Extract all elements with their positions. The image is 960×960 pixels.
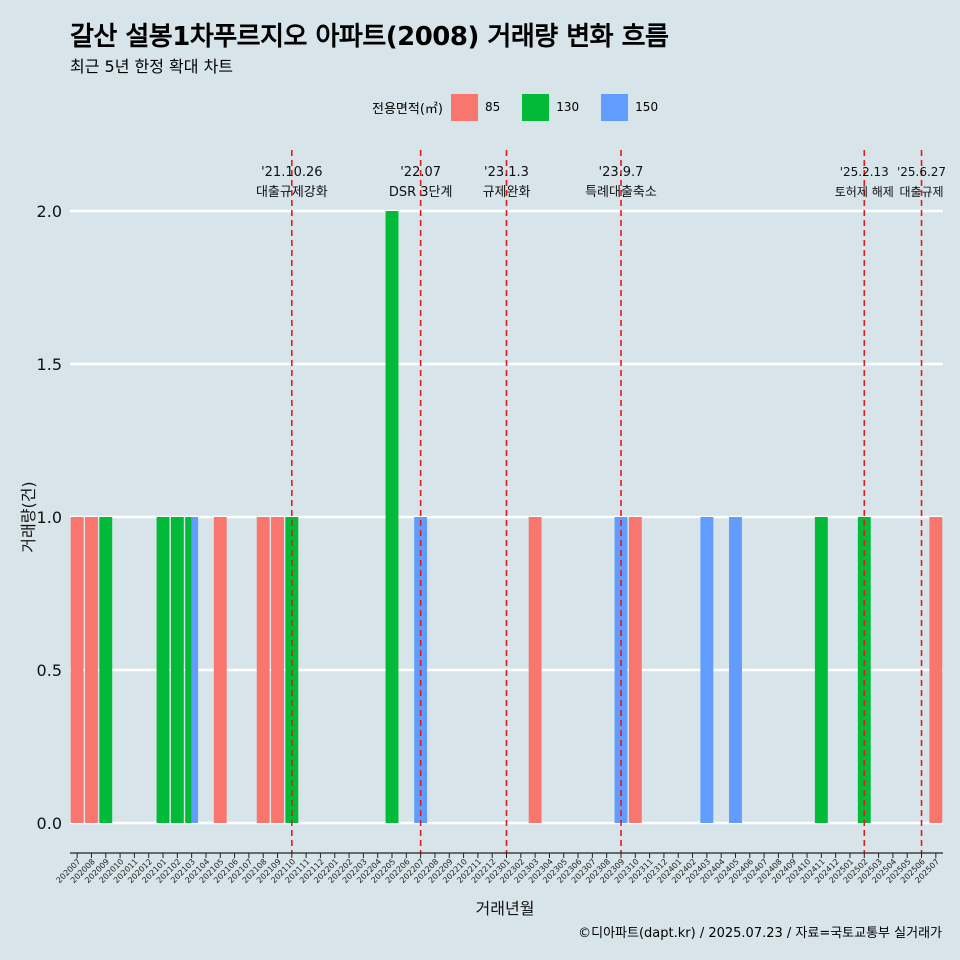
y-tick-label: 0.5	[37, 661, 62, 680]
legend-swatch-130	[522, 93, 550, 121]
bar	[814, 517, 828, 823]
event-label: 규제완화	[483, 185, 531, 200]
event-label: DSR 3단계	[389, 185, 453, 200]
y-tick-label: 1.5	[37, 355, 62, 374]
event-date-label: '23.1.3	[484, 165, 529, 180]
y-tick-label: 1.0	[37, 508, 62, 527]
bar	[99, 517, 113, 823]
event-date-label: '21.10.26	[261, 165, 322, 180]
bar	[385, 211, 399, 823]
bar	[70, 517, 84, 823]
event-label: 토허제 해제	[835, 185, 894, 199]
bar	[185, 517, 192, 823]
event-label: 대출규제강화	[256, 185, 328, 200]
event-label: 특례대출축소	[585, 185, 657, 200]
event-label: 대출규제	[899, 185, 943, 199]
bar	[156, 517, 170, 823]
bar	[729, 517, 742, 823]
bar	[271, 517, 284, 823]
legend: 전용면적(㎡) 85 130 150	[372, 93, 680, 121]
bar	[700, 517, 714, 823]
bar	[213, 517, 227, 823]
x-axis-title: 거래년월	[476, 899, 535, 918]
y-tick-label: 0.0	[37, 814, 62, 833]
bar	[528, 517, 542, 823]
legend-label-150: 150	[635, 100, 659, 114]
bar	[628, 517, 642, 823]
event-date-label: '22.07	[400, 165, 441, 180]
bar	[256, 517, 270, 823]
source-caption: ©디아파트(dapt.kr) / 2025.07.23 / 자료=국토교통부 실…	[578, 926, 942, 941]
chart-title: 갈산 설봉1차푸르지오 아파트(2008) 거래량 변화 흐름	[70, 22, 669, 52]
legend-label-85: 85	[484, 100, 501, 114]
legend-swatch-150	[601, 93, 629, 121]
legend-swatch-85	[450, 93, 478, 121]
bar	[929, 517, 943, 823]
y-tick-label: 2.0	[37, 202, 62, 221]
event-date-label: '25.2.13	[840, 165, 889, 179]
bar	[170, 517, 184, 823]
legend-title: 전용면적(㎡)	[372, 101, 443, 117]
event-date-label: '23.9.7	[599, 165, 644, 180]
y-axis-title: 거래량(건)	[19, 481, 38, 552]
bar	[85, 517, 98, 823]
event-date-label: '25.6.27	[897, 165, 946, 179]
legend-label-130: 130	[556, 100, 580, 114]
bar	[191, 517, 199, 823]
chart-subtitle: 최근 5년 한정 확대 차트	[70, 57, 234, 76]
